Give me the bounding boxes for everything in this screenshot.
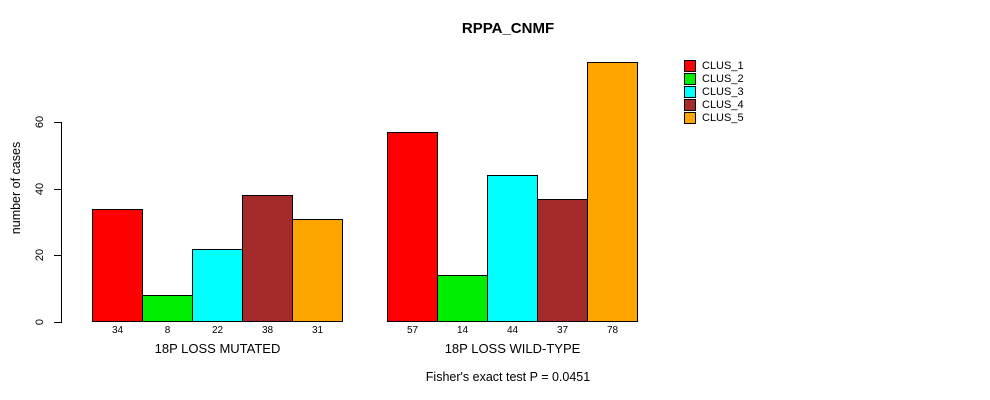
bar-clus_1-group2 (387, 132, 438, 322)
legend-item-clus_3: CLUS_3 (684, 85, 744, 98)
y-axis-label: number of cases (9, 141, 23, 235)
legend-swatch (684, 59, 696, 72)
bar-value-label: 31 (311, 325, 324, 336)
legend-item-clus_4: CLUS_4 (684, 98, 744, 111)
bar-clus_2-group1 (142, 295, 193, 322)
bar-value-label: 14 (456, 325, 469, 336)
legend-item-clus_2: CLUS_2 (684, 72, 744, 85)
fisher-test-annotation: Fisher's exact test P = 0.0451 (425, 370, 591, 384)
legend-item-clus_5: CLUS_5 (684, 111, 744, 124)
bar-clus_2-group2 (437, 275, 488, 322)
bar-value-label: 37 (556, 325, 569, 336)
bar-clus_3-group1 (192, 248, 243, 322)
y-axis-line (61, 122, 62, 323)
legend-label: CLUS_3 (702, 85, 744, 98)
legend-swatch (684, 85, 696, 98)
bar-clus_5-group1 (292, 218, 343, 322)
y-tick-mark (54, 322, 61, 323)
y-tick-label: 40 (34, 182, 46, 195)
bar-value-label: 34 (111, 325, 124, 336)
bar-value-label: 78 (606, 325, 619, 336)
legend-swatch (684, 98, 696, 111)
bar-clus_3-group2 (487, 175, 538, 322)
bar-clus_5-group2 (587, 62, 638, 322)
chart-title: RPPA_CNMF (461, 20, 555, 37)
bar-clus_4-group1 (242, 195, 293, 322)
bar-clus_4-group2 (537, 198, 588, 322)
legend-swatch (684, 111, 696, 124)
legend-label: CLUS_4 (702, 98, 744, 111)
bar-value-label: 22 (211, 325, 224, 336)
legend-item-clus_1: CLUS_1 (684, 59, 744, 72)
bar-clus_1-group1 (92, 208, 143, 322)
bar-value-label: 38 (261, 325, 274, 336)
bar-value-label: 44 (506, 325, 519, 336)
y-tick-label: 20 (34, 249, 46, 262)
group-label-mutated: 18P LOSS MUTATED (154, 341, 281, 356)
y-tick-label: 60 (34, 115, 46, 129)
y-tick-mark (54, 188, 61, 190)
legend-label: CLUS_1 (702, 59, 744, 72)
legend: CLUS_1 CLUS_2 CLUS_3 CLUS_4 CLUS_5 (684, 59, 744, 124)
legend-label: CLUS_2 (702, 72, 744, 85)
legend-label: CLUS_5 (702, 111, 744, 124)
group-label-wild-type: 18P LOSS WILD-TYPE (444, 341, 581, 356)
bar-value-label: 8 (164, 325, 171, 336)
y-tick-mark (54, 122, 61, 123)
bar-value-label: 57 (406, 325, 419, 336)
y-tick-label: 0 (34, 318, 46, 326)
legend-swatch (684, 72, 696, 85)
y-tick-mark (54, 255, 61, 257)
